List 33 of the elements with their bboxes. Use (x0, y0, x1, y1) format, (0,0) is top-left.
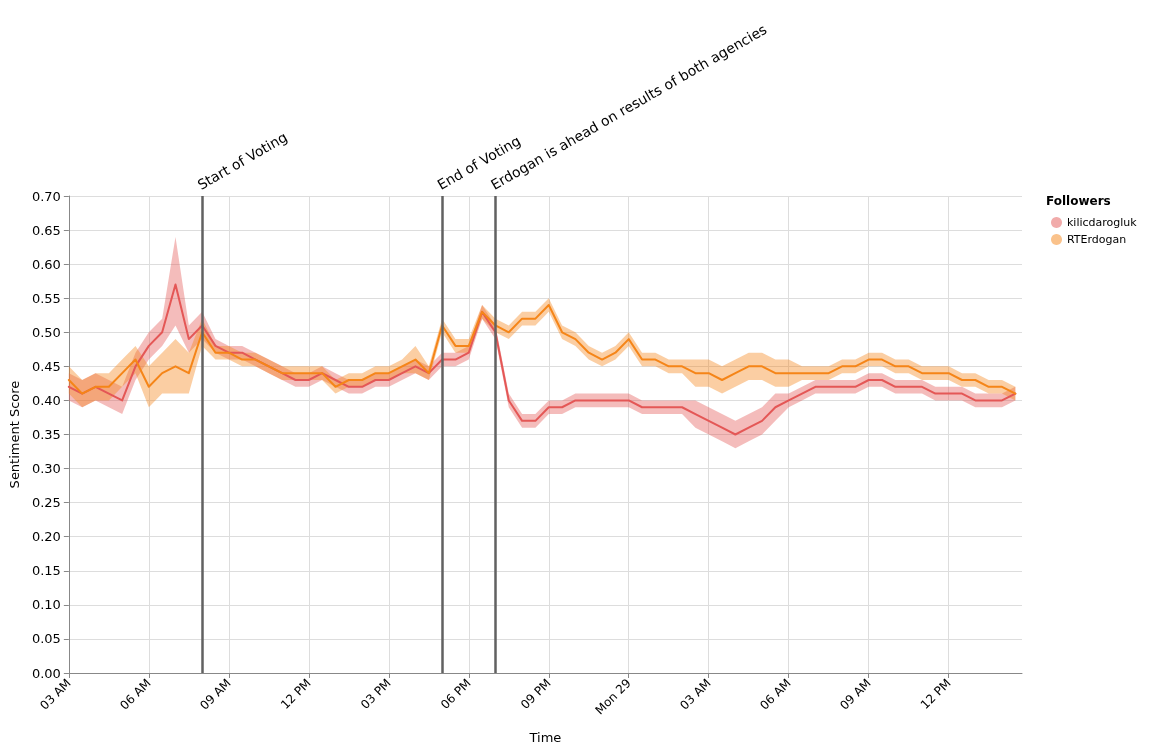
y-tick-label: 0.45 (31, 358, 61, 374)
x-tick-label: 06 AM (757, 676, 794, 713)
line-series (67, 304, 1017, 395)
x-tick-label: 12 PM (277, 676, 314, 712)
y-tick-label: 0.50 (31, 324, 61, 340)
x-tick-label: 03 AM (677, 676, 714, 713)
y-tick-label: 0.55 (31, 290, 61, 306)
x-tick-label: 03 PM (357, 676, 394, 712)
y-tick-label: 0.10 (31, 597, 61, 613)
x-tick-label: 06 PM (437, 676, 474, 712)
y-tick-label: 0.65 (31, 222, 61, 238)
y-tick-label: 0.30 (31, 461, 61, 477)
y-tick-label: 0.15 (31, 563, 61, 579)
legend-label: RTErdogan (1067, 233, 1127, 246)
y-axis-title: Sentiment Score (7, 380, 22, 489)
legend-label: kilicdarogluk (1067, 216, 1138, 229)
line-series (67, 283, 1017, 436)
x-tick-label: 12 PM (917, 676, 954, 712)
y-tick-label: 0.25 (31, 495, 61, 511)
x-tick-label: 09 AM (837, 676, 874, 713)
y-tick-label: 0.40 (31, 392, 61, 408)
x-axis-title: Time (528, 730, 562, 745)
x-tick-label: 09 AM (197, 676, 234, 713)
y-tick-label: 0.00 (31, 665, 61, 681)
x-tick-label: 06 AM (117, 676, 154, 713)
y-tick-label: 0.05 (31, 631, 61, 647)
y-tick-label: 0.20 (31, 529, 61, 545)
x-tick-label: 09 PM (517, 676, 554, 712)
legend-title: Followers (1046, 194, 1111, 208)
x-tick-label: Mon 29 (592, 676, 634, 718)
y-tick-label: 0.60 (31, 256, 61, 272)
y-tick-label: 0.35 (31, 427, 61, 442)
y-tick-label: 0.70 (31, 188, 61, 204)
